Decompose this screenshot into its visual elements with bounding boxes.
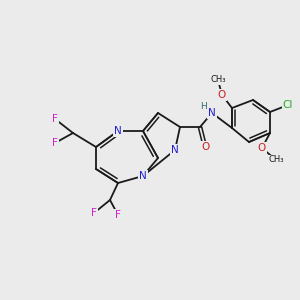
Text: N: N [208,108,216,118]
Text: F: F [115,210,121,220]
Text: F: F [52,138,58,148]
Text: Cl: Cl [283,100,293,110]
Text: F: F [52,114,58,124]
Text: O: O [201,142,209,152]
Text: O: O [218,90,226,100]
Text: F: F [91,208,97,218]
Text: N: N [171,145,179,155]
Text: N: N [114,126,122,136]
Text: O: O [258,143,266,153]
Text: CH₃: CH₃ [210,76,226,85]
Text: H: H [200,102,207,111]
Text: N: N [139,171,147,181]
Text: CH₃: CH₃ [268,155,284,164]
